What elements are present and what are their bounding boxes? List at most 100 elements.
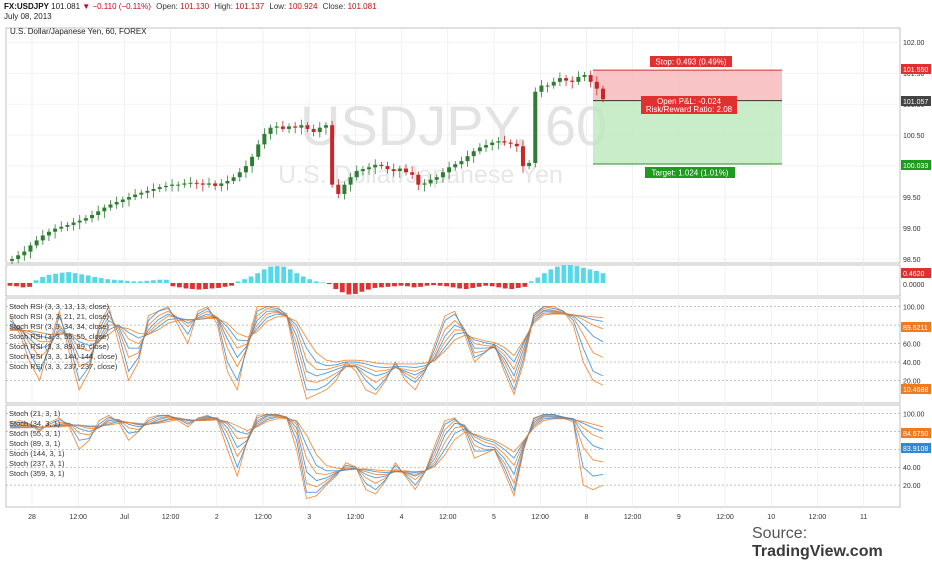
stoch-legend-item[interactable]: Stoch (144, 3, 1) [9,449,65,458]
candle-body[interactable] [539,85,544,92]
candle-body[interactable] [299,125,304,128]
candle-body[interactable] [514,143,519,147]
candle-body[interactable] [391,169,396,172]
candle-body[interactable] [490,142,495,146]
stoch-rsi-legend-item[interactable]: Stoch RSI (3, 3, 21, 21, close) [9,312,110,321]
candle-body[interactable] [250,156,255,167]
candle-body[interactable] [108,204,113,208]
candle-body[interactable] [194,182,199,184]
candle-body[interactable] [163,185,168,188]
candle-body[interactable] [385,166,390,170]
candle-body[interactable] [262,133,267,145]
candle-body[interactable] [336,184,341,194]
candle-body[interactable] [46,231,51,236]
candle-body[interactable] [496,141,501,143]
candle-body[interactable] [422,183,427,185]
candle-body[interactable] [484,145,489,148]
candle-body[interactable] [133,194,138,198]
candle-body[interactable] [564,78,569,81]
stoch-rsi-legend-item[interactable]: Stoch RSI (3, 3, 89, 89, close) [9,342,110,351]
candle-body[interactable] [594,81,599,89]
candle-body[interactable] [570,80,575,82]
candle-body[interactable] [71,222,76,225]
candle-body[interactable] [557,78,562,82]
source-brand[interactable]: TradingView.com [752,543,883,560]
candle-body[interactable] [323,125,328,128]
candle-body[interactable] [207,183,211,185]
candle-body[interactable] [440,172,445,178]
candle-body[interactable] [16,255,21,259]
candle-body[interactable] [379,164,384,167]
candle-body[interactable] [576,76,581,82]
stoch-legend-item[interactable]: Stoch (55, 3, 1) [9,429,61,438]
stoch-legend-item[interactable]: Stoch (89, 3, 1) [9,439,61,448]
candle-body[interactable] [176,184,181,186]
candle-body[interactable] [151,189,156,191]
candle-body[interactable] [527,162,532,167]
candle-body[interactable] [465,156,470,162]
candle-body[interactable] [200,183,205,185]
stoch-rsi-legend-item[interactable]: Stoch RSI (3, 3, 13, 13, close) [9,302,110,311]
candle-body[interactable] [410,172,415,175]
candle-body[interactable] [397,168,402,172]
candle-body[interactable] [90,215,95,219]
candle-body[interactable] [502,141,507,143]
candle-body[interactable] [77,220,82,223]
candle-body[interactable] [471,151,476,157]
candle-body[interactable] [588,75,593,82]
candle-body[interactable] [40,235,45,241]
candle-body[interactable] [219,183,224,186]
stoch-rsi-legend-item[interactable]: Stoch RSI (3, 3, 144, 144, close) [9,352,118,361]
candle-body[interactable] [188,182,193,184]
candle-body[interactable] [225,180,230,184]
candle-body[interactable] [59,226,64,229]
candle-body[interactable] [477,147,482,152]
candle-body[interactable] [213,183,218,186]
candle-body[interactable] [126,197,131,200]
candle-body[interactable] [83,218,88,221]
candle-body[interactable] [293,126,298,128]
candle-body[interactable] [330,125,335,185]
stoch-rsi-legend-item[interactable]: Stoch RSI (3, 3, 55, 55, close) [9,332,110,341]
candle-body[interactable] [139,192,144,195]
candle-body[interactable] [453,164,458,168]
candle-body[interactable] [582,75,587,77]
candle-body[interactable] [508,142,513,144]
candle-body[interactable] [256,144,261,157]
stoch-legend-item[interactable]: Stoch (237, 3, 1) [9,459,65,468]
candle-body[interactable] [551,81,556,86]
candle-body[interactable] [10,259,14,261]
candle-body[interactable] [157,187,162,190]
candle-body[interactable] [360,169,365,172]
candle-body[interactable] [182,183,187,185]
candle-body[interactable] [145,190,150,193]
candle-body[interactable] [102,207,107,212]
symbol-label[interactable]: FX:USDJPY [4,2,49,11]
candle-body[interactable] [287,126,292,129]
candle-body[interactable] [274,126,279,128]
stop-zone[interactable] [593,70,782,101]
stoch-legend-item[interactable]: Stoch (359, 3, 1) [9,469,65,478]
candle-body[interactable] [268,127,273,134]
candle-body[interactable] [114,202,119,205]
candle-body[interactable] [601,88,605,100]
stoch-rsi-legend-item[interactable]: Stoch RSI (3, 3, 34, 34, close) [9,322,110,331]
stoch-legend-item[interactable]: Stoch (21, 3, 1) [9,409,61,418]
candle-body[interactable] [367,167,372,170]
candle-body[interactable] [65,224,70,227]
candle-body[interactable] [120,199,125,203]
candle-body[interactable] [170,184,175,186]
candle-body[interactable] [434,177,439,180]
candle-body[interactable] [243,166,248,173]
stoch-rsi-legend-item[interactable]: Stoch RSI (3, 3, 237, 237, close) [9,362,118,371]
stoch-legend-item[interactable]: Stoch (34, 3, 1) [9,419,61,428]
candle-body[interactable] [428,179,433,184]
candle-body[interactable] [53,228,58,232]
candle-body[interactable] [354,171,359,178]
candle-body[interactable] [231,177,236,181]
candle-body[interactable] [317,127,322,133]
candle-body[interactable] [34,240,39,246]
candle-body[interactable] [280,126,285,129]
candle-body[interactable] [533,91,538,163]
